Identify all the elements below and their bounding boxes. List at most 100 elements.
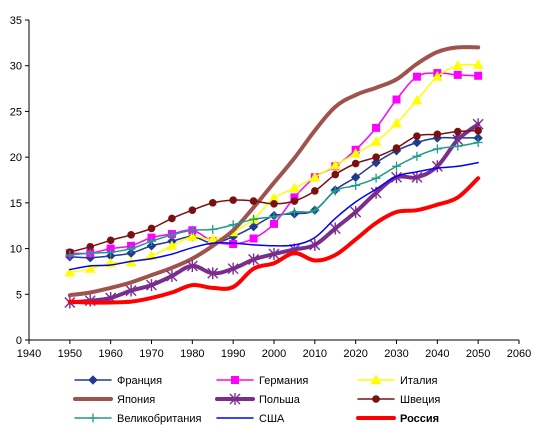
x-tick-label: 1980 [180, 348, 204, 360]
legend-label: Швеция [400, 394, 440, 406]
series-7-point [289, 207, 299, 217]
x-tick-label: 1950 [58, 348, 82, 360]
series-7-point [85, 248, 95, 258]
series-4-line [67, 45, 481, 298]
legend-marker [88, 413, 98, 423]
y-tick-label: 35 [10, 15, 22, 27]
x-tick-label: 1970 [139, 348, 163, 360]
series-1-point [248, 221, 259, 232]
legend-item: Италия [357, 374, 438, 387]
legend-label: Польша [259, 394, 301, 406]
series-6-point [249, 197, 258, 205]
x-tick-label: 2050 [466, 348, 490, 360]
series-6-point [147, 224, 156, 233]
series-2-point [270, 219, 278, 228]
series-3-point [289, 182, 300, 193]
series-3 [64, 59, 484, 277]
series-5-point [227, 262, 239, 275]
series-2-point [372, 123, 381, 132]
legend-label: Италия [400, 375, 438, 387]
series-7-point [126, 244, 136, 254]
series-5-point [166, 270, 178, 282]
series-5-point [309, 238, 321, 251]
series-6-point [127, 231, 135, 239]
series-8 [69, 161, 479, 271]
legend-item: Франция [74, 375, 162, 387]
series-7-point [269, 212, 279, 222]
series-7-point [453, 141, 463, 151]
series-7-point [208, 224, 218, 234]
legend-item: Великобритания [74, 413, 202, 425]
series-5-point [350, 206, 362, 218]
series-6-point [433, 130, 442, 139]
legend-marker [229, 393, 241, 405]
series-2-point [474, 71, 483, 80]
series-3-point [472, 59, 484, 69]
y-tick-label: 0 [16, 335, 22, 347]
series-6-point [372, 153, 380, 161]
series-7-point [371, 173, 381, 183]
legend-marker [231, 376, 239, 384]
series-3-point [350, 147, 362, 158]
series-3-point [64, 266, 76, 277]
series-6-point [106, 236, 115, 245]
x-tick-label: 1990 [221, 348, 245, 360]
series-6-point [413, 132, 421, 140]
y-tick-label: 5 [16, 289, 22, 301]
legend-marker [88, 375, 98, 385]
series-5-point [391, 171, 402, 184]
series-1-point [371, 157, 381, 168]
x-tick-label: 2020 [343, 348, 367, 360]
series-7-point [249, 214, 259, 224]
series-7-point [65, 250, 75, 260]
series-3-point [329, 159, 341, 170]
legend-item: США [216, 413, 285, 425]
series-1-point [412, 137, 422, 148]
series-7-point [351, 180, 361, 190]
series-2-point [229, 240, 238, 248]
y-tick-label: 15 [10, 198, 22, 210]
series-layer [64, 45, 484, 309]
x-tick-label: 2010 [303, 348, 327, 360]
x-tick-label: 2040 [425, 348, 449, 360]
x-tick-label: 2000 [262, 348, 286, 360]
series-6-point [290, 197, 299, 205]
series-4 [67, 45, 481, 298]
legend-item: Япония [73, 394, 155, 406]
series-7-point [432, 144, 442, 154]
series-5-point [146, 279, 157, 292]
series-1-point [146, 241, 157, 251]
legend-label: Франция [117, 375, 162, 387]
series-7-point [187, 225, 197, 235]
series-3-point [84, 263, 96, 273]
x-tick-label: 2060 [507, 348, 531, 360]
series-7-point [228, 220, 238, 230]
series-6 [66, 126, 482, 257]
legend-marker [372, 395, 380, 403]
series-7-point [330, 186, 340, 196]
series-6-point [270, 199, 278, 208]
series-9 [67, 176, 481, 305]
series-5-point [268, 248, 280, 261]
series-5-point [431, 160, 443, 173]
legend-label: Россия [400, 413, 439, 425]
series-5-point [207, 267, 219, 280]
series-6-point [351, 159, 360, 168]
series-6-point [168, 214, 176, 223]
series-6-point [331, 170, 340, 179]
series-8-line [69, 161, 479, 271]
series-6-point [188, 206, 197, 214]
series-7-point [310, 205, 320, 215]
x-tick-label: 1940 [17, 348, 41, 360]
axes: 0 5 10 15 20 25 30 35 1940 1950 1960 1970 1980 1990 20… [10, 15, 531, 360]
series-5-point [329, 222, 341, 235]
series-7-point [392, 161, 401, 171]
legend-item: Польша [215, 393, 301, 406]
legend-label: Великобритания [117, 413, 202, 425]
x-tick-label: 2030 [384, 348, 408, 360]
series-7-point [147, 236, 156, 246]
series-6-point [208, 199, 217, 207]
legend: Франция Германия Италия Япония Польша Швеция В… [73, 374, 440, 425]
series-5-point [411, 171, 423, 184]
